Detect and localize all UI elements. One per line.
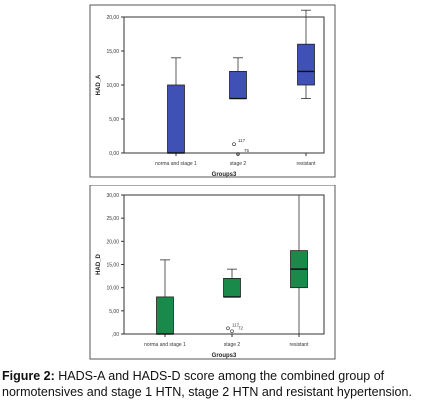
outlier-label: 72 bbox=[238, 325, 244, 330]
x-category-label: resistant bbox=[297, 161, 317, 167]
y-tick-label: 15,00 bbox=[106, 263, 119, 269]
y-tick-label: 20,00 bbox=[106, 239, 119, 245]
box-2 bbox=[297, 43, 315, 86]
outlier-point bbox=[232, 142, 236, 146]
outlier-label: 117 bbox=[238, 138, 246, 143]
caption-text: HADS-A and HADS-D score among the combin… bbox=[2, 369, 412, 399]
figure-caption: Figure 2: HADS-A and HADS-D score among … bbox=[2, 368, 444, 400]
x-axis-title: Groups3 bbox=[212, 353, 237, 359]
x-category-label: norma and stage 1 bbox=[144, 342, 186, 348]
x-category-label: stage 2 bbox=[230, 161, 247, 167]
y-axis-title: HAD_D bbox=[96, 254, 102, 275]
chart-frame bbox=[89, 4, 336, 178]
y-tick-label: 25,00 bbox=[106, 216, 119, 222]
x-category-label: norma and stage 1 bbox=[155, 161, 197, 167]
y-tick-label: 5,00 bbox=[109, 309, 119, 315]
box-0 bbox=[156, 296, 174, 335]
y-tick-label: 10,00 bbox=[106, 83, 119, 89]
box-1 bbox=[229, 71, 247, 100]
box-1 bbox=[223, 278, 241, 298]
caption-label: Figure 2: bbox=[2, 369, 55, 383]
x-axis-title: Groups3 bbox=[212, 172, 237, 178]
y-tick-label: 15,00 bbox=[106, 49, 119, 55]
x-category-label: resistant bbox=[290, 342, 310, 348]
y-tick-label: 10,00 bbox=[106, 286, 119, 292]
y-tick-label: ,00 bbox=[112, 332, 119, 338]
x-category-label: stage 2 bbox=[224, 342, 241, 348]
outlier-label: 117 bbox=[232, 322, 240, 327]
outlier-point bbox=[236, 152, 240, 156]
y-tick-label: 5,00 bbox=[109, 117, 119, 123]
y-tick-label: 20,00 bbox=[106, 15, 119, 21]
y-tick-label: 30,00 bbox=[106, 193, 119, 199]
y-axis-title: HAD_A bbox=[96, 74, 102, 95]
plot-area bbox=[123, 16, 325, 154]
hads-d-chart-svg: ,00 5,00 10,00 15,00 20,00 25,00 30,00 HAD_Dnor… bbox=[89, 185, 336, 360]
outlier-label: 75 bbox=[244, 148, 250, 153]
box-0 bbox=[167, 84, 185, 154]
chart-frame bbox=[89, 185, 336, 360]
outlier-point bbox=[230, 329, 234, 334]
outlier-point bbox=[226, 326, 230, 331]
y-tick-label: 0,00 bbox=[109, 151, 119, 157]
